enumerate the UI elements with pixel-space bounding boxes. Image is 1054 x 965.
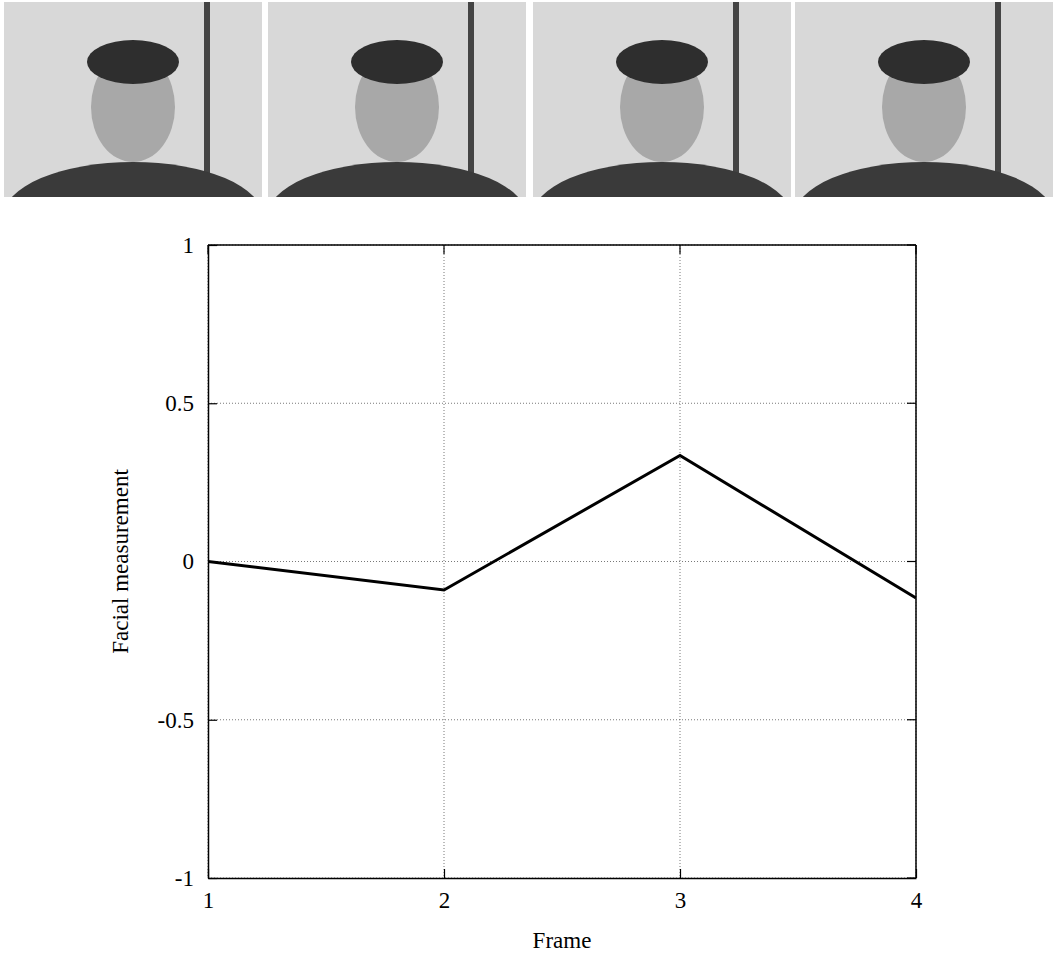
y-tick-mark-right — [907, 561, 916, 562]
photo-wall — [995, 2, 1001, 197]
y-tick-label: -0.5 — [158, 708, 194, 733]
x-axis: 1 2 3 4 — [203, 869, 923, 913]
grid — [208, 245, 916, 878]
chart-root: 1 2 3 4 -1 -0.5 0 0.5 1 Frame Facial measurement — [0, 0, 1054, 965]
y-axis-title: Facial measurement — [108, 469, 133, 654]
grid-line-y — [208, 245, 916, 246]
y-tick: 0.5 — [165, 391, 217, 416]
x-tick-label: 3 — [675, 888, 687, 913]
data-line — [208, 455, 916, 597]
y-tick-label: 1 — [183, 233, 195, 258]
y-tick: -0.5 — [158, 708, 217, 733]
photo-shoulders — [268, 162, 526, 197]
photo-shoulders — [533, 162, 791, 197]
photo-shoulders — [4, 162, 262, 197]
x-tick-mark — [444, 869, 445, 878]
photo-hair — [87, 40, 179, 84]
grid-line-x — [444, 245, 445, 878]
x-tick-mark-top — [679, 245, 680, 254]
y-tick-mark-right — [907, 719, 916, 720]
y-tick: -1 — [175, 866, 217, 891]
grid-line-y — [208, 403, 916, 404]
x-tick-label: 4 — [911, 888, 923, 913]
x-tick-mark — [680, 869, 681, 878]
plot-marks — [208, 455, 916, 597]
x-tick-mark-top — [443, 245, 444, 254]
photo — [794, 2, 1054, 272]
photo-wall — [468, 2, 474, 197]
y-tick-mark-right — [907, 244, 916, 245]
x-tick-label: 1 — [203, 888, 215, 913]
y-tick-mark — [208, 720, 217, 721]
y-tick-mark — [208, 403, 217, 404]
x-axis-title: Frame — [533, 928, 592, 953]
photo-wall — [733, 2, 739, 197]
photo — [3, 2, 263, 272]
photo-shoulders — [795, 162, 1053, 197]
x-tick-mark-top — [915, 245, 916, 254]
y-tick-label: 0 — [183, 549, 195, 574]
photo-hair — [616, 40, 708, 84]
y-tick-mark-right — [907, 877, 916, 878]
y-tick-mark-right — [907, 403, 916, 404]
x-tick-label: 2 — [439, 888, 451, 913]
frame-top — [208, 244, 916, 246]
x-tick-mark-top — [207, 245, 208, 254]
y-tick-mark — [208, 878, 217, 879]
grid-line-y — [208, 561, 916, 562]
x-tick: 3 — [675, 869, 687, 913]
y-tick-label: -1 — [175, 866, 194, 891]
photo-hair — [351, 40, 443, 84]
x-tick: 2 — [439, 869, 451, 913]
grid-line-y — [208, 878, 916, 879]
photo-wall — [204, 2, 210, 197]
photo-hair — [878, 40, 970, 84]
y-tick-label: 0.5 — [165, 391, 194, 416]
x-axis-line — [209, 878, 917, 880]
photo — [267, 2, 527, 272]
photo-strip — [3, 2, 1054, 272]
photo — [532, 2, 792, 272]
grid-line-y — [208, 719, 916, 720]
